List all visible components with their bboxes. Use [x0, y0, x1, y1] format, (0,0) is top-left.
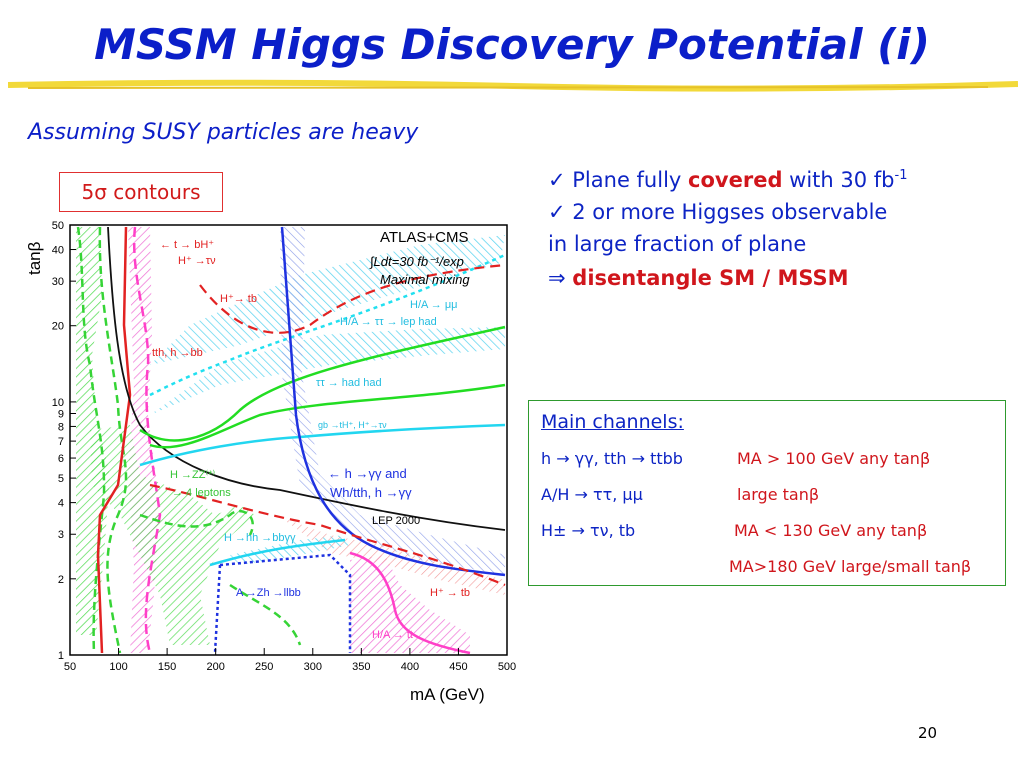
red-dashed-top [199, 263, 506, 334]
y-tick-label: 30 [52, 276, 64, 288]
y-tick-label: 6 [58, 453, 64, 465]
label-lep2000: LEP 2000 [372, 515, 420, 527]
y-tick-label: 2 [58, 574, 64, 586]
main-channels-header: Main channels: [541, 411, 684, 433]
discovery-plot: ATLAS+CMS ∫Ldt=30 fb⁻¹/exp Maximal mixin… [25, 220, 516, 704]
cyan-hatch-upper [150, 235, 505, 365]
green-dashed-right [98, 226, 128, 654]
x-tick-label: 250 [255, 661, 273, 673]
y-tick-label: 1 [58, 650, 64, 662]
label-gb: gb →tH⁺, H⁺→τν [318, 420, 387, 430]
bullet-higgses: ✓ 2 or more Higgses observable [548, 200, 888, 224]
legend-title: ATLAS+CMS [380, 229, 469, 246]
condition-ah-tautau: large tanβ [737, 485, 820, 504]
green-dashed-azh [229, 583, 302, 646]
label-ha-tt: H/A → tt [372, 629, 413, 641]
condition-h-gg: MA > 100 GeV any tanβ [737, 449, 931, 468]
bullet-disentangle: ⇒ disentangle SM / MSSM [548, 266, 849, 290]
label-a-zh: A →Zh →llbb [236, 587, 301, 599]
contour-label-box: 5σ contours [59, 172, 223, 212]
red-hatch-lower [280, 517, 505, 595]
label-ha-tautau: H/A → ττ → lep had [340, 316, 437, 328]
label-h-zz: H →ZZ⁽*⁾ [170, 469, 215, 481]
legend-lumi: ∫Ldt=30 fb⁻¹/exp [369, 254, 464, 269]
y-tick-label: 7 [58, 436, 64, 448]
label-wh-tth: Wh/tth, h →γγ [330, 485, 412, 500]
channel-hpm: H± → τν, tb [541, 521, 636, 540]
label-t-bh: ← t → bH⁺ [160, 239, 214, 251]
bullet-list: ✓ Plane fully covered with 30 fb-1 ✓ 2 o… [548, 160, 1018, 294]
pink-hatch-lower [350, 555, 470, 653]
label-h-gg: ← h →γγ and [328, 466, 407, 481]
x-tick-label: 450 [449, 661, 467, 673]
condition-hpm-low: MA < 130 GeV any tanβ [734, 521, 928, 540]
label-h-tb-top: H⁺→ tb [220, 293, 257, 305]
label-h-hh: H →hh →bbγγ [224, 532, 296, 544]
bullet-higgses-cont: in large fraction of plane [548, 232, 807, 256]
page-number: 20 [918, 724, 938, 742]
x-tick-label: 100 [109, 661, 127, 673]
x-tick-label: 300 [304, 661, 322, 673]
y-tick-label: 4 [58, 498, 64, 510]
y-axis-label: tanβ [25, 241, 44, 275]
slide-title: MSSM Higgs Discovery Potential (i) [94, 20, 930, 69]
channel-ah-tautau: A/H → ττ, μμ [541, 485, 643, 504]
label-h-tb-bottom: H⁺ → tb [430, 587, 470, 599]
green-solid-middle [149, 383, 506, 449]
y-tick-label: 40 [52, 245, 64, 257]
red-dashed-lower [149, 483, 506, 587]
cyan-hatch-middle [150, 327, 505, 415]
magenta-solid-lower [349, 551, 471, 655]
y-tick-label: 10 [52, 397, 64, 409]
cyan-solid-lower [209, 538, 346, 567]
x-tick-label: 500 [498, 661, 516, 673]
y-tick-label: 9 [58, 408, 64, 420]
y-tick-label: 5 [58, 473, 64, 485]
title-underline [8, 79, 1018, 92]
legend-mixing: Maximal mixing [380, 272, 470, 287]
red-solid-left [96, 226, 132, 654]
magenta-dashed [132, 226, 162, 654]
label-ha-mumu: H/A → μμ [410, 299, 458, 311]
blue-solid [280, 226, 506, 577]
label-h-taunu: H⁺ →τν [178, 255, 216, 267]
cyan-dotted-upper [149, 253, 506, 397]
x-tick-label: 200 [206, 661, 224, 673]
x-tick-label: 50 [64, 661, 76, 673]
bullet-coverage: ✓ Plane fully covered with 30 fb-1 [548, 168, 908, 192]
green-solid-upper [139, 325, 506, 442]
green-dashed-left [76, 226, 106, 654]
y-tick-label: 20 [52, 321, 64, 333]
blue-dotted [213, 553, 352, 654]
x-tick-label: 150 [158, 661, 176, 673]
blue-hatch-band [280, 227, 505, 575]
channel-h-gg: h → γγ, tth → ttbb [541, 449, 683, 468]
label-4-leptons: → 4 leptons [172, 487, 231, 499]
x-tick-label: 350 [352, 661, 370, 673]
x-axis-label: mA (GeV) [410, 685, 485, 704]
y-tick-label: 50 [52, 220, 64, 232]
y-tick-label: 8 [58, 421, 64, 433]
condition-hpm-high: MA>180 GeV large/small tanβ [729, 557, 972, 576]
subtitle: Assuming SUSY particles are heavy [28, 120, 419, 145]
main-channels-box: Main channels: h → γγ, tth → ttbb MA > 1… [528, 400, 1006, 586]
y-tick-label: 3 [58, 529, 64, 541]
label-tautau-hadhad: ττ → had had [316, 377, 382, 389]
green-hatch-band-lower [90, 425, 255, 645]
x-axis-ticks: 50 100 150 200 250 300 350 400 450 500 [64, 648, 516, 673]
black-solid-lep [107, 226, 506, 531]
label-tth-hbb: tth, h →bb [152, 347, 203, 359]
green-dashed-lower [139, 509, 254, 536]
x-tick-label: 400 [401, 661, 419, 673]
